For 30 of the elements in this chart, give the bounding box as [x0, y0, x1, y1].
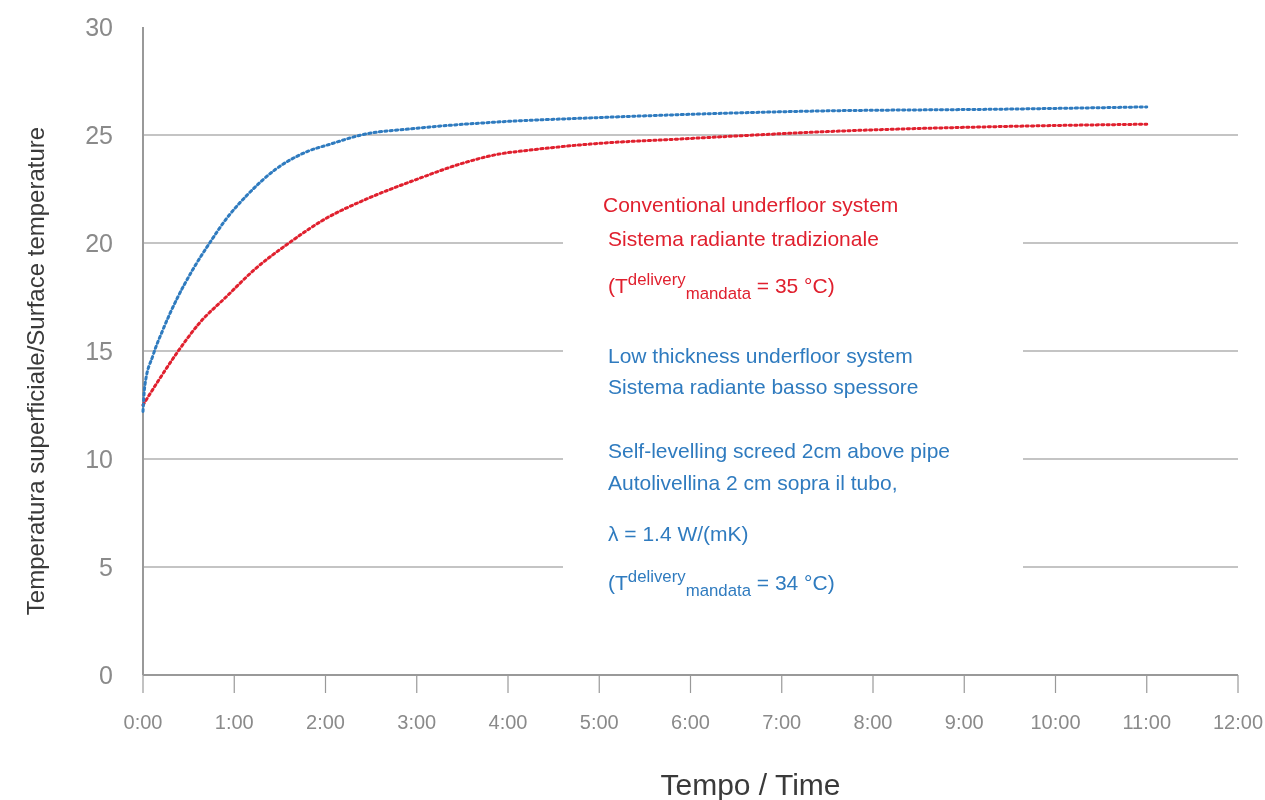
annotation: Low thickness underfloor system — [608, 344, 913, 367]
x-tick-label: 2:00 — [306, 711, 345, 733]
annotation: Self-levelling screed 2cm above pipe — [608, 439, 951, 462]
x-tick-label: 11:00 — [1122, 711, 1172, 733]
x-tick-label: 9:00 — [944, 711, 984, 733]
y-tick-label: 15 — [85, 337, 113, 365]
y-tick-label: 30 — [85, 13, 113, 41]
annotation: (T$^{delivery}$$_{mandata}$ = 34 °C) — [608, 567, 835, 600]
annotation: λ = 1.4 W/(mK) — [608, 522, 749, 545]
annotation: (T$^{delivery}$$_{mandata}$ = 35 °C) — [608, 270, 835, 303]
y-tick-label: 5 — [99, 553, 113, 581]
y-tick-label: 0 — [99, 661, 113, 689]
x-tick-label: 1:00 — [214, 711, 254, 733]
y-tick-label: 10 — [85, 445, 113, 473]
annotation: Autolivellina 2 cm sopra il tubo, — [608, 471, 898, 494]
annotation: Conventional underfloor system — [603, 193, 899, 216]
x-tick-label: 7:00 — [762, 711, 802, 733]
x-tick-label: 5:00 — [579, 711, 619, 733]
y-axis-title: Temperatura superficiale/Surface temperature — [22, 126, 49, 616]
annotation: Sistema radiante tradizionale — [608, 227, 879, 250]
y-tick-label: 20 — [85, 229, 113, 257]
x-tick-label: 0:00 — [123, 711, 163, 733]
y-tick-label: 25 — [85, 121, 113, 149]
x-tick-label: 12:00 — [1212, 711, 1264, 733]
x-tick-label: 6:00 — [671, 711, 710, 733]
x-tick-label: 4:00 — [488, 711, 528, 733]
x-tick-label: 10:00 — [1030, 711, 1081, 733]
x-tick-label: 8:00 — [853, 711, 893, 733]
x-tick-label: 3:00 — [397, 711, 437, 733]
annotation: Sistema radiante basso spessore — [608, 375, 919, 398]
